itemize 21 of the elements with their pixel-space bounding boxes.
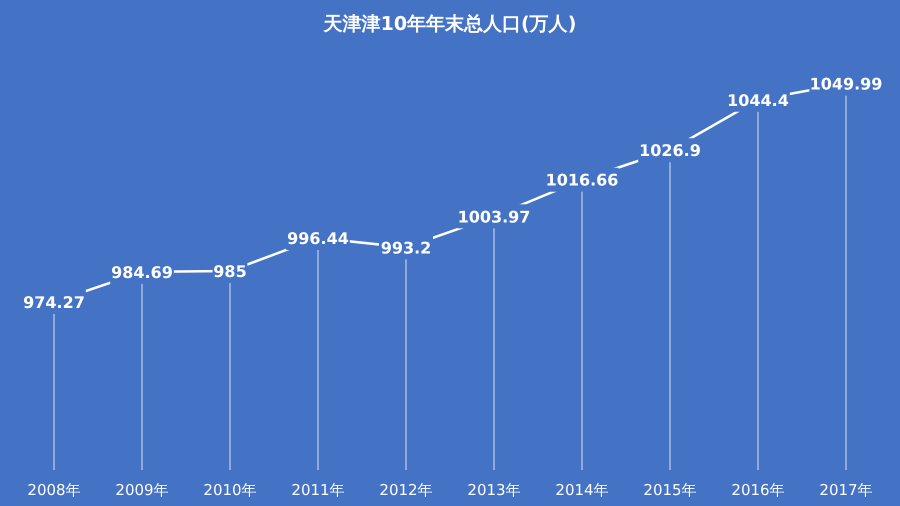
data-label: 996.44 xyxy=(287,229,349,248)
data-label: 984.69 xyxy=(111,262,173,282)
x-tick-label: 2011年 xyxy=(291,481,345,499)
x-tick-label: 2008年 xyxy=(27,481,81,499)
x-tick-label: 2015年 xyxy=(643,481,697,499)
data-label: 1049.99 xyxy=(810,74,882,94)
chart-title: 天津津10年年末总人口(万人) xyxy=(322,13,576,35)
x-tick-label: 2017年 xyxy=(819,481,873,499)
x-tick-label: 2010年 xyxy=(203,481,257,499)
data-label: 1026.9 xyxy=(639,141,701,160)
x-tick-label: 2012年 xyxy=(379,481,433,499)
x-tick-label: 2013年 xyxy=(467,481,521,499)
data-label: 1003.97 xyxy=(458,207,530,226)
data-label: 993.2 xyxy=(380,238,432,258)
x-tick-label: 2009年 xyxy=(115,481,169,499)
data-label: 1016.66 xyxy=(546,170,618,190)
x-tick-label: 2014年 xyxy=(555,481,609,499)
data-label: 985 xyxy=(213,262,247,281)
x-tick-label: 2016年 xyxy=(731,481,785,499)
data-label: 974.27 xyxy=(23,292,85,312)
data-label: 1044.4 xyxy=(727,90,789,110)
